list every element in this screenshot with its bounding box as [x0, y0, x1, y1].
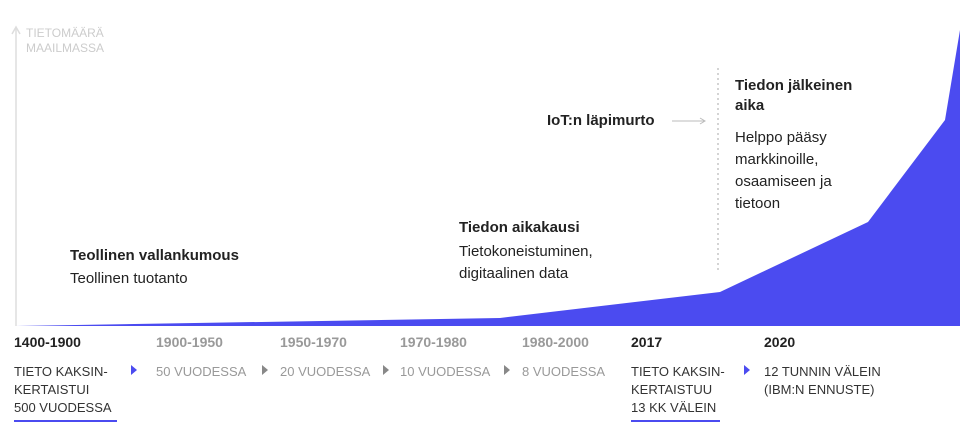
period-text: 12 TUNNIN VÄLEIN [764, 364, 881, 379]
annotation-title: IoT:n läpimurto [547, 112, 655, 129]
period-arrow [383, 365, 389, 375]
period-arrow [262, 365, 268, 375]
axis-label: TIETOMÄÄRÄ [26, 26, 104, 40]
axis-arrow [11, 25, 21, 35]
period-label: 1980-2000 [522, 334, 589, 350]
period-text: (IBM:N ENNUSTE) [764, 382, 875, 397]
annotation-text: Tietokoneistuminen, [459, 243, 593, 260]
annotation-text: Helppo pääsy [735, 129, 827, 146]
iot-arrow-head [699, 117, 706, 125]
period-text: 10 VUODESSA [400, 364, 491, 379]
annotation-text: markkinoille, [735, 151, 819, 168]
period-text: TIETO KAKSIN- [631, 364, 725, 379]
period-label: 1900-1950 [156, 334, 223, 350]
period-text: TIETO KAKSIN- [14, 364, 108, 379]
axis-label: MAAILMASSA [26, 41, 105, 55]
annotation-title: Tiedon aikakausi [459, 219, 580, 236]
period-text: 8 VUODESSA [522, 364, 606, 379]
period-label: 1400-1900 [14, 334, 81, 350]
growth-area [16, 30, 960, 326]
period-text: KERTAISTUU [631, 382, 713, 397]
period-label: 1970-1980 [400, 334, 467, 350]
period-label: 2017 [631, 334, 663, 350]
annotation-text: osaamiseen ja [735, 173, 832, 190]
annotation-text: Teollinen tuotanto [70, 270, 188, 287]
annotation-text: tietoon [735, 195, 781, 212]
period-text: 500 VUODESSA [14, 400, 112, 415]
annotation-title: Tiedon jälkeinen [735, 77, 853, 94]
period-arrow [504, 365, 510, 375]
period-arrow [744, 365, 750, 375]
period-label: 1950-1970 [280, 334, 347, 350]
annotation-text: digitaalinen data [459, 265, 569, 282]
period-text: 13 KK VÄLEIN [631, 400, 717, 415]
period-text: 50 VUODESSA [156, 364, 247, 379]
annotation-title: Teollinen vallankumous [70, 247, 239, 264]
period-label: 2020 [764, 334, 796, 350]
period-text: KERTAISTUI [14, 382, 90, 397]
annotation-title: aika [735, 97, 765, 114]
period-arrow [131, 365, 137, 375]
period-text: 20 VUODESSA [280, 364, 371, 379]
